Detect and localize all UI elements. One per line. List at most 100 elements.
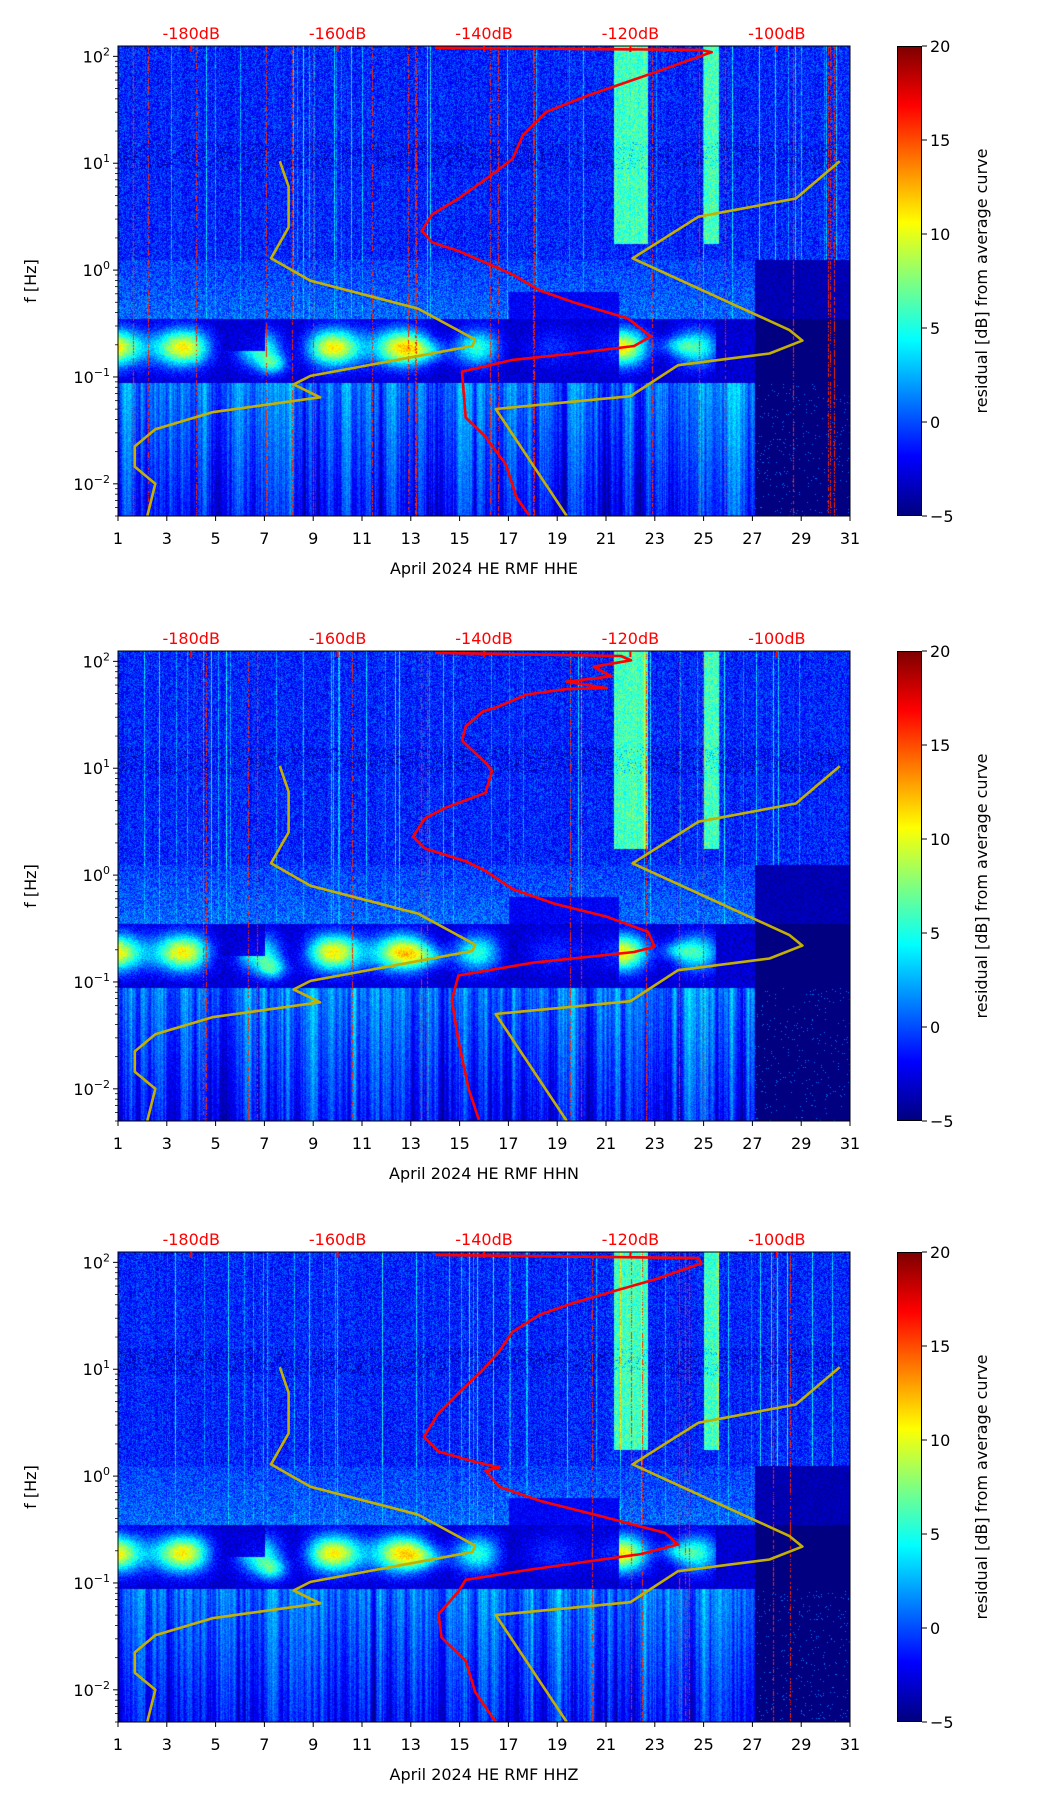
x-tick-label: 17 — [498, 529, 518, 548]
y-tick-exponent: −2 — [94, 1679, 110, 1692]
x-tick-label: 19 — [547, 529, 567, 548]
colorbar-label: residual [dB] from average curve — [972, 1355, 991, 1620]
db-tick-label: -120dB — [602, 24, 659, 43]
db-tick-label: -160dB — [309, 24, 366, 43]
y-tick-label: 101 — [83, 152, 110, 173]
x-tick-label: 29 — [791, 1134, 811, 1153]
x-tick-label: 21 — [596, 1134, 616, 1153]
colorbar-tick-label: −5 — [930, 507, 954, 526]
colorbar-tick-label: 10 — [930, 225, 950, 244]
colorbar — [897, 1252, 922, 1722]
y-tick-label: 100 — [83, 864, 110, 885]
spectrogram-panel-hhn: 1 3 5 7 9 11 13 15 17 19 21 23 25 27 29 31 April 2024 HE… — [0, 605, 1052, 1205]
x-tick-label: 1 — [113, 1134, 123, 1153]
plot-frame — [117, 45, 851, 517]
y-tick-label: 102 — [83, 1251, 110, 1272]
y-tick-base: 10 — [73, 1681, 93, 1700]
y-tick-label: 10−1 — [73, 971, 110, 992]
y-tick-label: 10−1 — [73, 1572, 110, 1593]
x-tick-label: 11 — [352, 1134, 372, 1153]
colorbar-tick-label: 5 — [930, 924, 940, 943]
spectrogram-panel-hhe: 1 3 5 7 9 11 13 15 17 19 21 23 25 27 29 31 April 2024 HE… — [0, 0, 1052, 600]
x-tick-label: 31 — [840, 529, 860, 548]
x-tick-label: 13 — [401, 529, 421, 548]
colorbar-tick-label: 20 — [930, 37, 950, 56]
db-tick-label: -180dB — [162, 24, 219, 43]
y-tick-base: 10 — [73, 475, 93, 494]
y-tick-exponent: 2 — [103, 650, 110, 663]
colorbar-tick-label: 15 — [930, 736, 950, 755]
nlnm-curve — [133, 1366, 477, 1723]
db-tick-label: -100dB — [748, 629, 805, 648]
x-tick-label: 25 — [693, 1134, 713, 1153]
x-tick-label: 11 — [352, 529, 372, 548]
spectrogram-image — [118, 1252, 850, 1722]
y-tick-base: 10 — [83, 759, 103, 778]
db-tick-label: -100dB — [748, 1230, 805, 1249]
y-tick-label: 101 — [83, 757, 110, 778]
db-tick-label: -120dB — [602, 1230, 659, 1249]
x-tick-label: 27 — [742, 1735, 762, 1754]
x-tick-label: 31 — [840, 1134, 860, 1153]
y-tick-label: 10−1 — [73, 366, 110, 387]
x-tick-label: 23 — [645, 529, 665, 548]
x-tick-label: 15 — [449, 529, 469, 548]
x-tick-label: 7 — [259, 1735, 269, 1754]
colorbar-tick-label: −5 — [930, 1112, 954, 1131]
colorbar-tick-label: 15 — [930, 1337, 950, 1356]
x-tick-label: 9 — [308, 529, 318, 548]
y-tick-exponent: 1 — [103, 1358, 110, 1371]
nlnm-curve — [133, 765, 477, 1122]
average-psd-curve — [420, 46, 714, 517]
colorbar-label: residual [dB] from average curve — [972, 149, 991, 414]
colorbar-tick-label: 20 — [930, 642, 950, 661]
x-tick-label: 3 — [162, 1134, 172, 1153]
x-tick-label: 15 — [449, 1735, 469, 1754]
db-tick-label: -100dB — [748, 24, 805, 43]
y-tick-label: 102 — [83, 45, 110, 66]
plot-frame — [117, 1251, 851, 1723]
colorbar-tick-label: 15 — [930, 131, 950, 150]
x-tick-label: 5 — [211, 529, 221, 548]
x-axis-label: April 2024 HE RMF HHE — [390, 559, 578, 578]
x-tick-label: 25 — [693, 1735, 713, 1754]
x-tick-label: 21 — [596, 1735, 616, 1754]
y-tick-exponent: 0 — [103, 864, 110, 877]
x-tick-label: 27 — [742, 1134, 762, 1153]
nlnm-curve — [133, 160, 477, 517]
plot-frame — [117, 650, 851, 1122]
x-tick-label: 31 — [840, 1735, 860, 1754]
y-tick-exponent: 1 — [103, 757, 110, 770]
y-tick-base: 10 — [83, 154, 103, 173]
x-tick-label: 27 — [742, 529, 762, 548]
y-tick-exponent: −2 — [94, 473, 110, 486]
x-tick-label: 17 — [498, 1735, 518, 1754]
colorbar-tick-label: 0 — [930, 413, 940, 432]
y-tick-label: 10−2 — [73, 473, 110, 494]
colorbar — [897, 46, 922, 516]
colorbar-tick-label: 20 — [930, 1243, 950, 1262]
x-tick-label: 25 — [693, 529, 713, 548]
x-tick-label: 9 — [308, 1735, 318, 1754]
y-tick-base: 10 — [73, 1080, 93, 1099]
db-tick-label: -180dB — [162, 1230, 219, 1249]
x-tick-label: 13 — [401, 1134, 421, 1153]
x-tick-label: 5 — [211, 1735, 221, 1754]
y-tick-base: 10 — [83, 261, 103, 280]
x-tick-label: 11 — [352, 1735, 372, 1754]
y-tick-exponent: 2 — [103, 1251, 110, 1264]
x-tick-label: 9 — [308, 1134, 318, 1153]
x-tick-label: 7 — [259, 529, 269, 548]
y-tick-base: 10 — [73, 368, 93, 387]
db-tick-label: -140dB — [455, 24, 512, 43]
colorbar-tick-label: 5 — [930, 319, 940, 338]
y-tick-label: 100 — [83, 259, 110, 280]
db-tick-label: -160dB — [309, 629, 366, 648]
x-tick-label: 3 — [162, 529, 172, 548]
y-tick-exponent: 0 — [103, 259, 110, 272]
y-axis-label: f [Hz] — [21, 864, 40, 908]
colorbar-tick-label: 5 — [930, 1525, 940, 1544]
x-axis-label: April 2024 HE RMF HHZ — [390, 1765, 579, 1784]
x-tick-label: 29 — [791, 529, 811, 548]
y-tick-base: 10 — [73, 1574, 93, 1593]
